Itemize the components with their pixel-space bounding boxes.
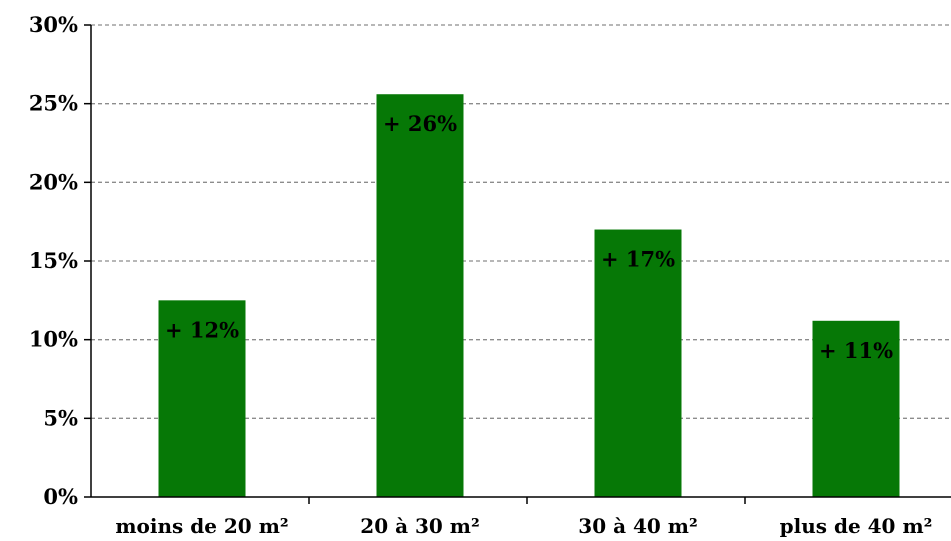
- x-tick-label: 20 à 30 m²: [360, 514, 479, 538]
- bar: [158, 300, 246, 497]
- x-tick-labels: moins de 20 m² 20 à 30 m² 30 à 40 m² plus d…: [115, 497, 932, 538]
- data-label: + 12%: [165, 317, 239, 342]
- y-tick-label: 30%: [29, 12, 78, 37]
- y-tick-label: 25%: [29, 91, 78, 116]
- x-tick-label: moins de 20 m²: [115, 514, 288, 538]
- y-tick-label: 20%: [29, 169, 78, 194]
- data-label: + 11%: [819, 338, 893, 363]
- y-tick-label: 5%: [43, 405, 78, 430]
- x-tick-label: 30 à 40 m²: [578, 514, 697, 538]
- y-tick-label: 0%: [43, 484, 78, 509]
- data-label: + 26%: [383, 111, 457, 136]
- y-tick-labels: 0% 5% 10% 15% 20% 25% 30%: [29, 12, 91, 509]
- bar: [376, 94, 464, 497]
- data-labels: + 12% + 26% + 17% + 11%: [165, 111, 893, 363]
- y-tick-label: 15%: [29, 248, 78, 273]
- bars: [158, 94, 900, 498]
- y-tick-label: 10%: [29, 327, 78, 352]
- x-tick-label: plus de 40 m²: [780, 514, 933, 538]
- bar: [812, 320, 900, 497]
- data-label: + 17%: [601, 247, 675, 272]
- bar: [594, 229, 682, 498]
